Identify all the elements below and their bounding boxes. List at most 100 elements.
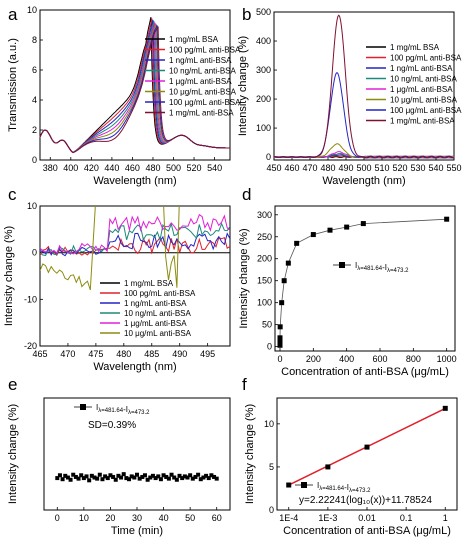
y-tick-label-a: 0 bbox=[32, 155, 37, 165]
y-tick-label-f: 10 bbox=[264, 419, 274, 429]
data-point-d bbox=[277, 337, 283, 343]
series-line-c bbox=[40, 213, 230, 255]
x-tick-label-b: 550 bbox=[446, 163, 461, 173]
y-tick-label-a: 2 bbox=[32, 125, 37, 135]
data-point-e bbox=[100, 477, 105, 482]
legend-marker-d bbox=[339, 262, 345, 268]
x-tick-label-c: 480 bbox=[116, 349, 131, 359]
data-point-e bbox=[174, 477, 179, 482]
data-point-d bbox=[279, 300, 285, 306]
x-tick-label-e: 40 bbox=[159, 513, 169, 523]
x-tick-label-d: 600 bbox=[372, 354, 387, 364]
x-tick-label-d: 800 bbox=[406, 354, 421, 364]
y-tick-label-b: 300 bbox=[256, 65, 271, 75]
legend-part: -I bbox=[344, 483, 349, 492]
data-point-f bbox=[325, 464, 331, 470]
data-point-f bbox=[286, 482, 292, 488]
x-tick-label-f: 1E-4 bbox=[279, 513, 298, 523]
x-axis-label-c: Wavelength (nm) bbox=[93, 361, 176, 373]
x-tick-label-b: 530 bbox=[410, 163, 425, 173]
chart-panel-b: 450 460 470 480 490 500 510 520 530 540 5500100200… bbox=[237, 7, 462, 187]
data-point-d bbox=[294, 240, 300, 246]
data-point-e bbox=[132, 475, 137, 480]
x-tick-label-c: 475 bbox=[88, 349, 103, 359]
data-point-e bbox=[97, 472, 102, 477]
data-point-e bbox=[81, 476, 86, 481]
data-point-e bbox=[193, 474, 198, 479]
data-point-e bbox=[196, 472, 201, 477]
data-point-e bbox=[111, 474, 116, 479]
data-point-e bbox=[129, 474, 134, 479]
x-tick-label-e: 10 bbox=[79, 513, 89, 523]
y-axis-label-f: Intensity change (%) bbox=[244, 404, 256, 504]
x-tick-label-a: 500 bbox=[166, 163, 181, 173]
legend-label-c: 1 μg/mL anti-BSA bbox=[124, 319, 187, 328]
data-point-e bbox=[140, 474, 145, 479]
data-point-e bbox=[137, 476, 142, 481]
x-tick-label-d: 1000 bbox=[437, 354, 457, 364]
data-point-f bbox=[364, 444, 370, 450]
data-point-e bbox=[55, 476, 60, 481]
y-tick-label-a: 10 bbox=[27, 5, 37, 15]
legend-label-c: 1 ng/mL anti-BSA bbox=[124, 299, 187, 308]
data-point-e bbox=[188, 473, 193, 478]
panel-label-e: e bbox=[8, 375, 17, 394]
y-tick-label-a: 4 bbox=[32, 95, 37, 105]
legend-label-a: 1 ng/mL anti-BSA bbox=[169, 56, 232, 65]
legend-label-a: 100 pg/mL anti-BSA bbox=[169, 46, 241, 55]
chart-panel-d: 0 200 400 600 800 1000 0 50 100 150 200 250 300 Conce… bbox=[238, 205, 457, 378]
legend-label-a: 10 μg/mL anti-BSA bbox=[169, 88, 237, 97]
x-tick-label-a: 400 bbox=[63, 163, 78, 173]
data-point-e bbox=[180, 476, 185, 481]
data-point-d bbox=[277, 335, 283, 341]
data-point-d bbox=[360, 221, 366, 227]
y-tick-label-b: 500 bbox=[256, 7, 271, 17]
legend-label-b: 1 ng/mL anti-BSA bbox=[390, 64, 453, 73]
data-point-d bbox=[310, 232, 316, 238]
legend-label-a: 1 mg/mL BSA bbox=[169, 35, 219, 44]
x-tick-label-f: 0.1 bbox=[400, 513, 413, 523]
chart-panel-e: 0 10 20 30 40 50 60 Time (min) Intensity change … bbox=[7, 397, 231, 537]
legend-label-b: 100 μg/mL anti-BSA bbox=[390, 106, 462, 115]
legend-label-c: 1 mg/mL BSA bbox=[124, 279, 174, 288]
y-tick-label-d: 50 bbox=[262, 320, 272, 330]
data-point-e bbox=[84, 474, 89, 479]
y-tick-label-c: 0 bbox=[32, 248, 37, 258]
x-tick-label-a: 440 bbox=[104, 163, 119, 173]
data-point-e bbox=[60, 477, 65, 482]
data-point-e bbox=[127, 477, 132, 482]
fit-equation: y=2.22241(log₁₀(x))+11.78524 bbox=[299, 495, 432, 506]
legend-part: -I bbox=[123, 405, 128, 414]
x-axis-label-d: Concentration of anti-BSA (μg/mL) bbox=[281, 366, 449, 378]
x-axis-label-f: Concentration of anti-BSA (μg/mL) bbox=[283, 525, 451, 537]
y-axis-label-a: Transmission (a.u.) bbox=[7, 38, 19, 132]
x-tick-label-e: 50 bbox=[185, 513, 195, 523]
data-point-e bbox=[124, 476, 129, 481]
data-point-e bbox=[177, 473, 182, 478]
y-axis-label-b: Intensity change (%) bbox=[237, 36, 249, 136]
y-tick-label-f: 0 bbox=[269, 505, 274, 515]
x-tick-label-b: 470 bbox=[302, 163, 317, 173]
x-tick-label-a: 540 bbox=[207, 163, 222, 173]
legend-label-f: Iλ=481.64-Iλ=473.2 bbox=[317, 481, 371, 494]
data-point-e bbox=[92, 475, 97, 480]
data-point-e bbox=[57, 473, 62, 478]
data-point-e bbox=[103, 474, 108, 479]
plot-frame-a bbox=[39, 9, 231, 161]
data-point-e bbox=[161, 473, 166, 478]
x-tick-label-e: 20 bbox=[105, 513, 115, 523]
legend-part: -I bbox=[382, 263, 387, 272]
legend-part: I bbox=[317, 481, 319, 490]
panel-label-a: a bbox=[8, 5, 18, 24]
y-tick-label-c: -10 bbox=[24, 294, 37, 304]
data-point-e bbox=[89, 473, 94, 478]
data-point-e bbox=[79, 473, 84, 478]
panel-label-b: b bbox=[242, 5, 251, 24]
data-point-d bbox=[344, 224, 350, 230]
panel-label-c: c bbox=[8, 185, 17, 204]
data-point-e bbox=[212, 474, 217, 479]
data-point-e bbox=[105, 476, 110, 481]
x-tick-label-a: 420 bbox=[84, 163, 99, 173]
chart-panel-c: 465 470 475 480 485 490 495 -20 -10 0 10 Wavelength… bbox=[3, 201, 231, 373]
y-tick-label-c: 10 bbox=[27, 201, 37, 211]
